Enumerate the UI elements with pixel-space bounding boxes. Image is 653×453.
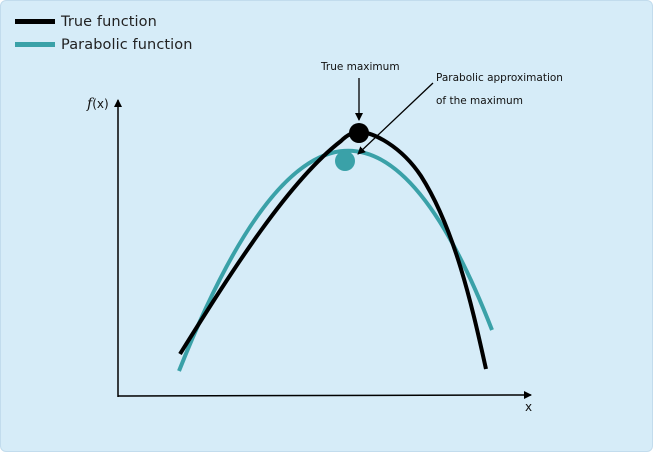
parabolic-maximum-point — [335, 151, 355, 171]
legend-item-parabolic-function: Parabolic function — [15, 33, 193, 56]
true-function-curve — [178, 129, 488, 370]
legend-swatch-parabolic-function — [15, 42, 55, 47]
legend: True function Parabolic function — [15, 10, 193, 56]
true-maximum-point — [349, 123, 369, 143]
parabolic-maximum-arrow — [357, 82, 434, 155]
x-axis — [117, 391, 532, 400]
y-axis-label-f: f — [87, 96, 93, 112]
y-axis-label: f(x) — [87, 96, 109, 112]
legend-item-true-function: True function — [15, 10, 193, 33]
legend-label-true-function: True function — [61, 13, 157, 30]
parabolic-maximum-label-line2: of the maximum — [436, 95, 523, 107]
legend-label-parabolic-function: Parabolic function — [61, 36, 193, 53]
true-maximum-label: True maximum — [321, 61, 400, 73]
parabolic-maximum-label-line1: Parabolic approximation — [436, 72, 563, 84]
x-axis-label: x — [525, 400, 533, 414]
y-axis-label-x: (x) — [92, 97, 109, 111]
legend-swatch-true-function — [15, 19, 55, 24]
parabolic-function-curve — [177, 148, 494, 372]
